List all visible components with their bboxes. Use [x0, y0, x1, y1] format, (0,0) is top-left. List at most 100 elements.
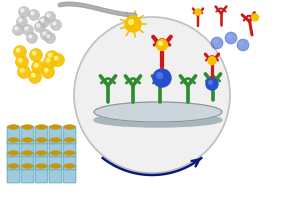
Ellipse shape	[50, 164, 61, 168]
Circle shape	[153, 69, 171, 87]
Ellipse shape	[22, 151, 33, 155]
FancyBboxPatch shape	[63, 165, 76, 183]
Circle shape	[20, 68, 24, 72]
Circle shape	[43, 32, 46, 35]
FancyBboxPatch shape	[35, 126, 48, 144]
Ellipse shape	[22, 138, 33, 142]
FancyBboxPatch shape	[35, 152, 48, 170]
Ellipse shape	[22, 164, 33, 168]
Ellipse shape	[64, 151, 75, 155]
Ellipse shape	[50, 151, 61, 155]
Ellipse shape	[36, 164, 47, 168]
Ellipse shape	[50, 125, 61, 129]
FancyBboxPatch shape	[49, 126, 62, 144]
Ellipse shape	[8, 125, 19, 129]
Circle shape	[129, 20, 134, 24]
Circle shape	[21, 9, 24, 12]
Circle shape	[214, 40, 217, 43]
Ellipse shape	[94, 113, 222, 127]
FancyBboxPatch shape	[63, 126, 76, 144]
Circle shape	[46, 58, 50, 62]
Circle shape	[16, 17, 28, 27]
FancyBboxPatch shape	[49, 152, 62, 170]
Circle shape	[17, 66, 31, 78]
FancyBboxPatch shape	[7, 139, 20, 157]
Ellipse shape	[36, 125, 47, 129]
Circle shape	[237, 39, 249, 51]
FancyBboxPatch shape	[49, 139, 62, 157]
Circle shape	[40, 29, 52, 40]
Circle shape	[46, 50, 59, 64]
FancyBboxPatch shape	[7, 152, 20, 170]
Circle shape	[29, 48, 43, 62]
Circle shape	[28, 9, 40, 21]
FancyBboxPatch shape	[49, 165, 62, 183]
Circle shape	[52, 53, 64, 66]
Circle shape	[16, 48, 20, 52]
FancyBboxPatch shape	[21, 126, 34, 144]
Circle shape	[251, 14, 259, 21]
Circle shape	[48, 53, 52, 57]
Ellipse shape	[50, 138, 61, 142]
Circle shape	[240, 42, 243, 45]
Circle shape	[25, 27, 28, 30]
Circle shape	[47, 14, 50, 17]
FancyBboxPatch shape	[35, 139, 48, 157]
FancyBboxPatch shape	[63, 152, 76, 170]
Circle shape	[19, 6, 29, 18]
Circle shape	[211, 37, 223, 49]
Circle shape	[54, 56, 58, 60]
Circle shape	[225, 32, 237, 44]
Ellipse shape	[64, 138, 75, 142]
Circle shape	[32, 73, 35, 77]
Ellipse shape	[64, 125, 75, 129]
Circle shape	[195, 9, 201, 15]
Circle shape	[18, 58, 22, 62]
Circle shape	[208, 57, 216, 65]
Circle shape	[74, 17, 230, 173]
Circle shape	[31, 12, 34, 15]
Circle shape	[208, 81, 212, 84]
FancyBboxPatch shape	[21, 165, 34, 183]
Ellipse shape	[36, 138, 47, 142]
Circle shape	[15, 27, 18, 30]
Circle shape	[206, 78, 218, 90]
FancyBboxPatch shape	[7, 126, 20, 144]
Circle shape	[44, 55, 56, 68]
Ellipse shape	[64, 164, 75, 168]
Circle shape	[32, 60, 44, 73]
Circle shape	[16, 55, 28, 68]
Circle shape	[47, 35, 50, 38]
FancyBboxPatch shape	[35, 165, 48, 183]
Circle shape	[26, 32, 38, 44]
Circle shape	[44, 11, 56, 22]
Circle shape	[44, 68, 48, 72]
FancyBboxPatch shape	[7, 165, 20, 183]
Circle shape	[32, 51, 36, 55]
Circle shape	[14, 46, 26, 58]
Circle shape	[34, 63, 38, 67]
Ellipse shape	[36, 151, 47, 155]
Circle shape	[37, 24, 40, 27]
Circle shape	[53, 22, 56, 25]
Circle shape	[159, 42, 162, 45]
Circle shape	[19, 19, 22, 22]
Circle shape	[34, 21, 46, 32]
Ellipse shape	[8, 164, 19, 168]
Ellipse shape	[22, 125, 33, 129]
Ellipse shape	[8, 138, 19, 142]
FancyBboxPatch shape	[63, 139, 76, 157]
Circle shape	[38, 17, 50, 27]
Circle shape	[157, 73, 162, 78]
Circle shape	[41, 19, 44, 22]
Circle shape	[29, 35, 32, 38]
Circle shape	[13, 24, 23, 36]
Circle shape	[50, 20, 62, 30]
Circle shape	[44, 32, 56, 44]
Ellipse shape	[8, 151, 19, 155]
Circle shape	[28, 71, 41, 84]
FancyBboxPatch shape	[21, 139, 34, 157]
Circle shape	[157, 40, 167, 50]
Circle shape	[125, 16, 141, 32]
Circle shape	[41, 66, 55, 78]
